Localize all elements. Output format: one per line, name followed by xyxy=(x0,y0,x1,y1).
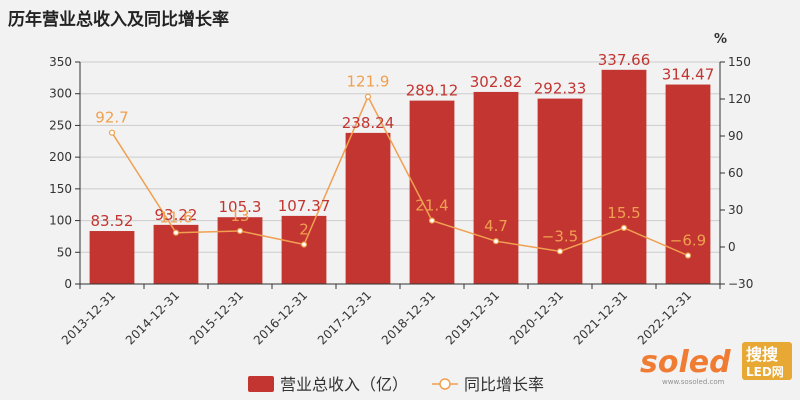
bar-value-label: 105.3 xyxy=(219,198,262,216)
right-axis-tick-label: 90 xyxy=(728,129,743,143)
growth-point xyxy=(684,252,692,259)
watermark-badge xyxy=(742,342,792,380)
bar-value-label: 238.24 xyxy=(342,114,395,132)
bar xyxy=(537,98,583,284)
growth-point xyxy=(236,227,244,235)
growth-value-label: 11.6 xyxy=(159,209,192,227)
growth-point xyxy=(172,229,180,236)
left-axis-tick-label: 250 xyxy=(49,118,72,132)
bar xyxy=(409,100,455,284)
growth-point xyxy=(300,241,308,248)
bar-value-label: 83.52 xyxy=(91,212,134,230)
left-axis-tick-label: 100 xyxy=(49,214,72,228)
growth-point xyxy=(556,248,564,255)
growth-value-label: 2 xyxy=(299,221,309,239)
data-labels: 83.52 93.22 105.3 107.37 238.24 289.12 302.82 2… xyxy=(91,51,715,250)
growth-point xyxy=(108,129,116,136)
x-axis-tick-label: 2014-12-31 xyxy=(123,288,182,347)
right-axis-tick-label: 30 xyxy=(728,203,743,217)
left-axis-tick-label: 150 xyxy=(49,182,72,196)
bar xyxy=(601,69,647,284)
bar xyxy=(217,217,263,284)
growth-point xyxy=(620,224,628,231)
legend-bar-label[interactable]: 营业总收入（亿） xyxy=(280,375,408,394)
legend-line-marker[interactable] xyxy=(439,378,451,390)
x-axis-tick-label: 2020-12-31 xyxy=(507,288,566,347)
x-axis-tick-label: 2022-12-31 xyxy=(635,288,694,347)
legend-bar-swatch[interactable] xyxy=(248,376,274,392)
x-axis-tick-label: 2021-12-31 xyxy=(571,288,630,347)
bar xyxy=(345,132,391,284)
left-axis-tick-label: 50 xyxy=(57,245,72,259)
growth-value-label: −3.5 xyxy=(542,227,578,245)
growth-point xyxy=(428,217,436,224)
growth-value-label: 121.9 xyxy=(347,73,390,91)
bar-value-label: 107.37 xyxy=(278,197,331,215)
growth-value-label: −6.9 xyxy=(670,232,706,250)
bar-value-label: 314.47 xyxy=(662,66,715,84)
right-axis-unit: % xyxy=(714,32,727,47)
growth-value-label: 15.5 xyxy=(607,204,640,222)
chart-title: 历年营业总收入及同比增长率 xyxy=(8,10,229,30)
axes: 0 50 100 150 200 250 300 350 −30 0 30 60 90 120 150 201… xyxy=(49,55,753,347)
legend-line-label[interactable]: 同比增长率 xyxy=(464,375,544,394)
right-axis-tick-label: 150 xyxy=(728,55,751,69)
line-series xyxy=(108,93,692,259)
growth-value-label: 21.4 xyxy=(415,197,448,215)
watermark-badge-top: 搜搜 xyxy=(746,345,779,364)
watermark-logo: soled 搜搜 LED网 www.sosoled.com xyxy=(640,342,792,386)
x-axis-tick-label: 2018-12-31 xyxy=(379,288,438,347)
bar xyxy=(89,231,135,284)
right-axis-tick-label: −30 xyxy=(728,277,753,291)
x-axis-tick-label: 2016-12-31 xyxy=(251,288,310,347)
watermark-badge-bottom: LED网 xyxy=(746,365,784,379)
right-axis-tick-label: 0 xyxy=(728,240,736,254)
bar xyxy=(281,215,327,284)
bar-value-label: 337.66 xyxy=(598,51,651,69)
left-axis-tick-label: 350 xyxy=(49,55,72,69)
right-axis-tick-label: 60 xyxy=(728,166,743,180)
x-axis-tick-label: 2013-12-31 xyxy=(59,288,118,347)
growth-point xyxy=(492,238,500,245)
bar xyxy=(665,84,711,285)
bar xyxy=(473,91,519,284)
bar-value-label: 292.33 xyxy=(534,80,587,98)
growth-value-label: 13 xyxy=(230,207,249,225)
x-axis-tick-label: 2015-12-31 xyxy=(187,288,246,347)
watermark-brand: soled xyxy=(640,345,731,380)
growth-value-label: 92.7 xyxy=(95,109,128,127)
left-axis-tick-label: 200 xyxy=(49,150,72,164)
bar-value-label: 93.22 xyxy=(155,206,198,224)
left-axis-tick-label: 0 xyxy=(64,277,72,291)
left-axis-tick-label: 300 xyxy=(49,87,72,101)
growth-value-label: 4.7 xyxy=(484,217,508,235)
watermark-url: www.sosoled.com xyxy=(662,378,725,386)
bar-value-label: 289.12 xyxy=(406,82,459,100)
x-axis-tick-label: 2019-12-31 xyxy=(443,288,502,347)
growth-point xyxy=(364,93,372,100)
growth-line xyxy=(111,94,689,257)
legend: 营业总收入（亿） 同比增长率 xyxy=(248,375,544,394)
x-axis-tick-label: 2017-12-31 xyxy=(315,288,374,347)
right-axis-tick-label: 120 xyxy=(728,92,751,106)
bar-value-label: 302.82 xyxy=(470,73,523,91)
